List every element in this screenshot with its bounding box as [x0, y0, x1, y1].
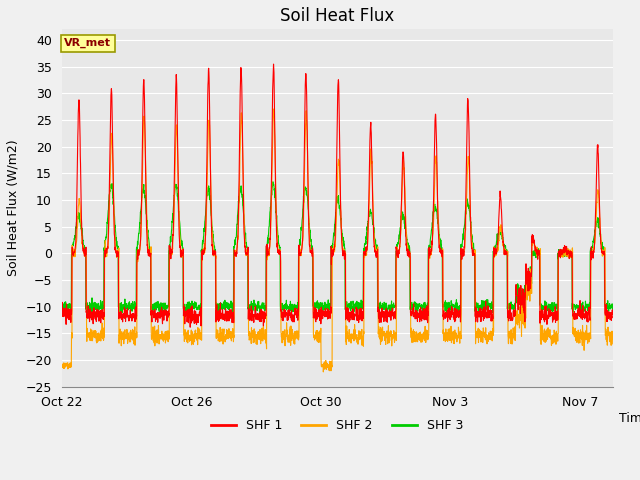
SHF 1	[269, 61, 277, 67]
SHF 2	[319, 369, 327, 375]
Line: SHF 1: SHF 1	[61, 64, 612, 327]
SHF 1	[177, 253, 184, 259]
SHF 3	[269, 179, 277, 185]
SHF 2	[361, 251, 369, 257]
SHF 3	[177, 231, 184, 237]
SHF 3	[361, 241, 369, 247]
Line: SHF 2: SHF 2	[61, 109, 612, 372]
SHF 3	[223, 302, 231, 308]
SHF 2	[223, 332, 231, 338]
SHF 3	[412, 312, 419, 318]
Line: SHF 3: SHF 3	[61, 182, 612, 315]
SHF 1	[223, 309, 231, 315]
SHF 2	[270, 106, 278, 112]
SHF 2	[177, 243, 184, 249]
Title: Soil Heat Flux: Soil Heat Flux	[280, 7, 394, 25]
SHF 1	[361, 252, 369, 258]
SHF 1	[186, 324, 194, 330]
SHF 1	[101, 249, 109, 254]
SHF 3	[101, 244, 109, 250]
SHF 3	[492, 241, 500, 247]
Y-axis label: Soil Heat Flux (W/m2): Soil Heat Flux (W/m2)	[7, 140, 20, 276]
Legend: SHF 1, SHF 2, SHF 3: SHF 1, SHF 2, SHF 3	[206, 415, 468, 437]
SHF 2	[58, 361, 65, 367]
SHF 2	[101, 252, 109, 258]
SHF 3	[58, 302, 65, 308]
Text: VR_met: VR_met	[65, 38, 111, 48]
SHF 1	[170, 227, 177, 233]
X-axis label: Time: Time	[620, 411, 640, 425]
SHF 3	[609, 307, 616, 313]
SHF 1	[492, 248, 500, 254]
SHF 2	[492, 248, 500, 254]
SHF 2	[170, 232, 177, 238]
SHF 2	[609, 341, 616, 347]
SHF 3	[170, 206, 177, 212]
SHF 1	[58, 306, 65, 312]
SHF 1	[609, 310, 616, 316]
